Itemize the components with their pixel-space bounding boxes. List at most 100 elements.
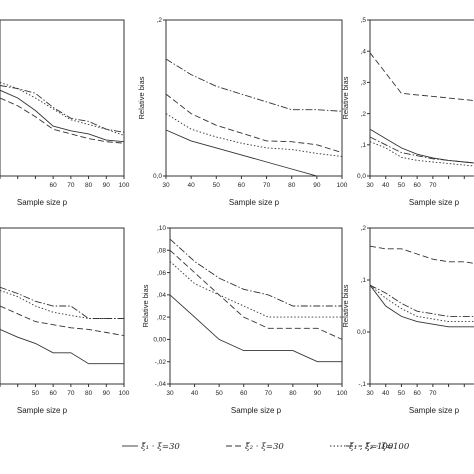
series-line-s2 <box>0 305 125 337</box>
legend-label: ξ̂₁ , ξ=100 <box>349 441 394 452</box>
x-tick-label: 40 <box>188 182 196 189</box>
y-tick-label: ,06 <box>157 270 166 277</box>
y-tick-label: ,02 <box>157 314 166 321</box>
plot-frame <box>369 227 474 385</box>
y-tick-label: ,2 <box>157 17 163 24</box>
y-tick-label: -,1 <box>358 381 366 388</box>
plot-frame <box>165 19 343 177</box>
series-line-s4 <box>369 284 474 317</box>
series-line-s3 <box>169 261 342 318</box>
x-axis-label: Sample size p <box>229 198 280 207</box>
series-line-s2 <box>0 97 125 144</box>
series-line-s4 <box>369 136 474 164</box>
x-tick-label: 50 <box>398 390 406 397</box>
x-tick-label: 60 <box>50 182 58 189</box>
legend-item-s4: ξ̂₂ · ξ=100 <box>346 441 410 452</box>
x-tick-label: 70 <box>67 182 75 189</box>
x-tick-label: 100 <box>119 390 130 397</box>
x-tick-label: 60 <box>414 390 422 397</box>
series-line-s1 <box>169 294 342 363</box>
x-tick-label: 90 <box>313 182 321 189</box>
y-tick-label: 0,0 <box>357 329 366 336</box>
y-tick-label: ,2 <box>361 111 367 118</box>
x-tick-label: 60 <box>240 390 248 397</box>
legend-label: ξ̂₂ · ξ=30 <box>245 441 284 452</box>
x-axis-label: Sample size p <box>17 406 68 415</box>
x-tick-label: 70 <box>265 390 273 397</box>
x-tick-label: 90 <box>103 182 111 189</box>
panel-top-middle: 30 40 50 60 70 80 90 100 0,0 ,2 Sample size p Relat… <box>137 17 348 207</box>
series-line-s4 <box>0 286 124 319</box>
legend-item-s1: ξ̂₁ · ξ=30 <box>122 441 180 452</box>
panel-top-right: 30 40 50 60 70 0,0 ,1 ,2 ,3 ,4 ,5 Sample size p Rela… <box>341 17 474 207</box>
x-tick-label: 40 <box>382 390 390 397</box>
y-tick-label: ,08 <box>157 247 166 254</box>
y-axis-label: Relative bias <box>341 284 350 327</box>
series-line-s2 <box>369 245 474 264</box>
x-axis-label: Sample size p <box>17 198 68 207</box>
y-tick-label: ,1 <box>361 142 367 149</box>
panel-bottom-left: 50 60 70 80 90 100 Sample size p <box>0 227 130 415</box>
panel-bottom-middle: 30 40 50 60 70 80 90 100 ,10 ,08 ,06 ,04 ,02 0,00 -,02… <box>141 225 348 415</box>
y-tick-label: ,1 <box>361 277 367 284</box>
x-tick-label: 60 <box>238 182 246 189</box>
x-tick-label: 50 <box>213 182 221 189</box>
x-tick-label: 100 <box>337 182 348 189</box>
series-line-s4 <box>0 85 125 133</box>
x-tick-label: 70 <box>429 182 437 189</box>
series-line-s3 <box>0 289 124 319</box>
y-tick-label: 0,0 <box>153 173 162 180</box>
plot-frame <box>0 227 125 385</box>
x-tick-label: 90 <box>103 390 111 397</box>
series-line-s2 <box>169 249 343 340</box>
y-tick-label: ,4 <box>361 48 367 55</box>
legend-label: ξ̂₂ · ξ=100 <box>365 441 410 452</box>
x-tick-label: 70 <box>67 390 75 397</box>
series-line-s3 <box>369 284 474 323</box>
y-axis-label: Relative bias <box>341 76 350 119</box>
series-line-s3 <box>165 113 343 157</box>
x-tick-label: 50 <box>398 182 406 189</box>
y-tick-label: -,04 <box>155 381 167 388</box>
y-tick-label: -,02 <box>155 359 167 366</box>
x-tick-label: 30 <box>366 182 374 189</box>
x-tick-label: 50 <box>32 390 40 397</box>
x-tick-label: 100 <box>337 390 348 397</box>
y-axis-label: Relative bias <box>137 76 146 119</box>
y-tick-label: ,10 <box>157 225 166 232</box>
x-tick-label: 30 <box>366 390 374 397</box>
x-tick-label: 30 <box>166 390 174 397</box>
series-line-s1 <box>0 328 124 365</box>
series-line-s3 <box>369 141 474 167</box>
x-tick-label: 100 <box>119 182 130 189</box>
y-tick-label: ,04 <box>157 292 166 299</box>
series-line-s2 <box>165 93 343 154</box>
series-line-s1 <box>369 128 474 164</box>
legend-item-s3: ξ̂₁ , ξ=100 <box>330 441 394 452</box>
series-line-s3 <box>0 81 125 136</box>
x-tick-label: 80 <box>289 390 297 397</box>
x-axis-label: Sample size p <box>409 406 460 415</box>
y-tick-label: ,2 <box>361 225 367 232</box>
y-tick-label: 0,00 <box>153 337 166 344</box>
plot-frame <box>0 19 125 177</box>
plot-frame <box>369 19 474 177</box>
x-tick-label: 80 <box>85 182 93 189</box>
x-axis-label: Sample size p <box>231 406 282 415</box>
series-line-s2 <box>369 52 474 101</box>
x-tick-label: 80 <box>288 182 296 189</box>
y-axis-label: Relative bias <box>141 284 150 327</box>
x-tick-label: 70 <box>263 182 271 189</box>
x-tick-label: 30 <box>162 182 170 189</box>
x-tick-label: 60 <box>414 182 422 189</box>
series-line-s1 <box>165 129 342 177</box>
y-tick-label: ,3 <box>361 80 367 87</box>
series-line-s4 <box>169 238 342 307</box>
y-tick-label: 0,0 <box>357 173 366 180</box>
panel-bottom-right: 30 40 50 60 70 ,2 ,1 0,0 -,1 Sample size p Relativ… <box>341 225 474 415</box>
legend-label: ξ̂₁ · ξ=30 <box>141 441 180 452</box>
x-tick-label: 50 <box>216 390 224 397</box>
x-tick-label: 40 <box>191 390 199 397</box>
